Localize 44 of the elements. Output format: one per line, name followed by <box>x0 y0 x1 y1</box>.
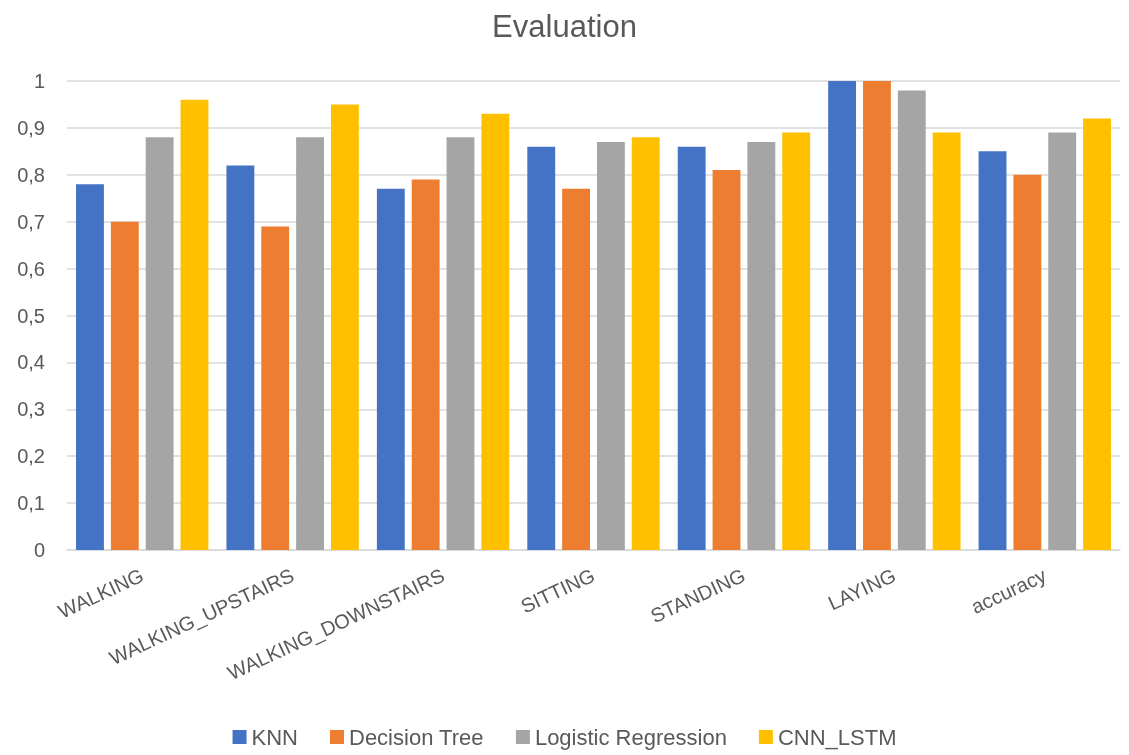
y-tick-label: 0,1 <box>17 492 45 515</box>
y-tick-label: 0 <box>33 539 45 561</box>
y-tick-label: 0,3 <box>17 398 45 421</box>
bar <box>747 141 776 550</box>
y-tick-label: 0,2 <box>17 445 45 468</box>
y-tick-label: 0,8 <box>17 163 45 186</box>
bar <box>527 146 556 550</box>
y-tick-label: 0,5 <box>17 304 45 327</box>
y-tick-label: 0,7 <box>17 210 45 233</box>
bar <box>446 137 475 550</box>
bar <box>897 90 926 550</box>
y-tick-label: 1 <box>33 70 45 92</box>
legend-label: KNN <box>251 724 298 750</box>
y-tick-label: 0,4 <box>17 351 45 374</box>
bar <box>631 137 660 550</box>
bar <box>1048 132 1077 550</box>
bar <box>145 137 174 550</box>
bar <box>1083 118 1111 550</box>
bar <box>978 151 1007 550</box>
y-tick-label: 0,6 <box>17 257 45 280</box>
bar <box>376 188 405 550</box>
bar <box>932 132 961 550</box>
bar <box>863 81 891 550</box>
bar <box>296 137 324 550</box>
bar <box>828 81 857 550</box>
legend-label: Logistic Regression <box>534 724 727 750</box>
bar <box>180 99 209 550</box>
bar <box>76 184 104 550</box>
legend-label: Decision Tree <box>349 724 484 750</box>
bar <box>226 165 255 550</box>
bar <box>677 146 706 550</box>
bar <box>481 113 510 550</box>
bar <box>330 104 359 550</box>
bar <box>261 226 290 550</box>
legend-label: CNN_LSTM <box>777 724 897 750</box>
bar <box>596 141 625 550</box>
bar <box>411 179 440 550</box>
y-tick-label: 0,9 <box>17 116 45 139</box>
bar <box>712 170 741 550</box>
bar <box>110 221 139 550</box>
bar <box>782 132 811 550</box>
bar <box>562 188 591 550</box>
bar <box>1013 174 1042 550</box>
chart-title: Evaluation <box>492 9 637 44</box>
